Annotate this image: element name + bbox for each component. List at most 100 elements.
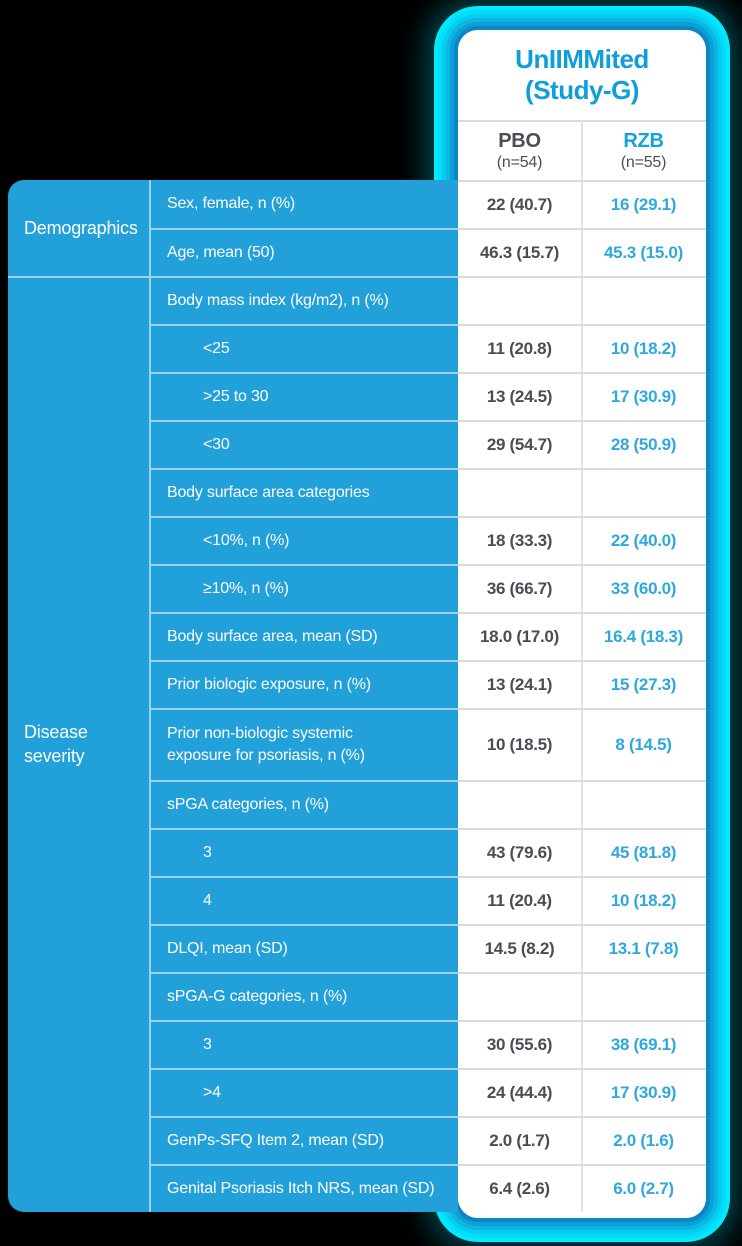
table-row: 36 (66.7) 33 (60.0) (458, 564, 706, 612)
rzb-value-cell: 2.0 (1.6) (613, 1131, 674, 1150)
table-row: 13 (24.5) 17 (30.9) (458, 372, 706, 420)
group-label-demographics: Demographics (24, 218, 138, 238)
row-label: sPGA-G categories, n (%) (151, 972, 458, 1020)
row-label: 4 (151, 876, 458, 924)
rzb-value-cell: 38 (69.1) (610, 1035, 677, 1054)
column-header-rzb: RZB (n=55) (581, 122, 706, 180)
row-label-panel: Demographics Disease severity Sex, femal… (8, 180, 458, 1212)
pbo-value-cell (458, 782, 581, 828)
row-label: >25 to 30 (151, 372, 458, 420)
pbo-value-cell (458, 974, 581, 1020)
table-row: 18.0 (17.0) 16.4 (18.3) (458, 612, 706, 660)
rzb-value-cell: 33 (60.0) (610, 579, 677, 598)
row-label: >4 (151, 1068, 458, 1116)
rzb-value-cell: 8 (14.5) (615, 735, 672, 754)
rzb-value-cell: 10 (18.2) (610, 891, 677, 910)
row-label: DLQI, mean (SD) (151, 924, 458, 972)
pbo-value-cell: 30 (55.6) (486, 1035, 553, 1054)
rzb-value-cell (581, 470, 706, 516)
table-row: 2.0 (1.7) 2.0 (1.6) (458, 1116, 706, 1164)
pbo-value-cell: 13 (24.5) (486, 387, 553, 406)
study-title-line2: (Study-G) (525, 75, 639, 105)
study-title: UnIIMMited (Study-G) (458, 30, 706, 120)
pbo-value-cell (458, 470, 581, 516)
table-row: 6.4 (2.6) 6.0 (2.7) (458, 1164, 706, 1212)
column-header-pbo: PBO (n=54) (458, 122, 581, 180)
rzb-value-cell (581, 278, 706, 324)
rzb-value-cell: 10 (18.2) (610, 339, 677, 358)
pbo-value-cell: 11 (20.4) (487, 891, 552, 910)
rzb-value-cell: 45 (81.8) (610, 843, 677, 862)
table-row: 46.3 (15.7) 45.3 (15.0) (458, 228, 706, 276)
pbo-value-cell: 18.0 (17.0) (480, 627, 559, 646)
rzb-value-cell: 15 (27.3) (610, 675, 677, 694)
pbo-value-cell: 43 (79.6) (486, 843, 553, 862)
table-row: 24 (44.4) 17 (30.9) (458, 1068, 706, 1116)
row-label: ≥10%, n (%) (151, 564, 458, 612)
row-label: <30 (151, 420, 458, 468)
pbo-value-cell: 22 (40.7) (486, 195, 553, 214)
study-title-line1: UnIIMMited (515, 44, 649, 74)
row-label: Body surface area categories (151, 468, 458, 516)
group-column-divider (149, 180, 151, 1212)
table-row (458, 780, 706, 828)
pbo-value-cell (458, 278, 581, 324)
rzb-value-cell: 6.0 (2.7) (613, 1179, 674, 1198)
row-label: sPGA categories, n (%) (151, 780, 458, 828)
pbo-value-cell: 10 (18.5) (486, 735, 553, 754)
table-row: 14.5 (8.2) 13.1 (7.8) (458, 924, 706, 972)
rzb-value-cell (581, 782, 706, 828)
pbo-value-cell: 36 (66.7) (486, 579, 553, 598)
rzb-value-cell: 17 (30.9) (610, 387, 677, 406)
pbo-n: (n=54) (496, 154, 543, 171)
rzb-label: RZB (623, 130, 664, 152)
rzb-value-cell (581, 974, 706, 1020)
pbo-value-cell: 24 (44.4) (486, 1083, 553, 1102)
row-label: <10%, n (%) (151, 516, 458, 564)
table-row: 18 (33.3) 22 (40.0) (458, 516, 706, 564)
pbo-value-cell: 14.5 (8.2) (484, 939, 555, 958)
table-row: 43 (79.6) 45 (81.8) (458, 828, 706, 876)
row-label: Prior biologic exposure, n (%) (151, 660, 458, 708)
column-divider (581, 120, 583, 1212)
rzb-value-cell: 16.4 (18.3) (604, 627, 683, 646)
study-card-inner: UnIIMMited (Study-G) PBO (n=54) RZB (n=5… (458, 30, 706, 1218)
group-label-disease-severity: Disease severity (24, 722, 88, 766)
pbo-value-cell: 6.4 (2.6) (489, 1179, 550, 1198)
row-label: Genital Psoriasis Itch NRS, mean (SD) (151, 1164, 458, 1212)
row-label: 3 (151, 828, 458, 876)
table-row (458, 468, 706, 516)
table-row: 11 (20.4) 10 (18.2) (458, 876, 706, 924)
row-label: Body surface area, mean (SD) (151, 612, 458, 660)
row-labels: Sex, female, n (%) Age, mean (50) Body m… (151, 180, 458, 1212)
row-label: Age, mean (50) (151, 228, 458, 276)
pbo-value-cell: 13 (24.1) (486, 675, 553, 694)
table-row: 13 (24.1) 15 (27.3) (458, 660, 706, 708)
rzb-value-cell: 45.3 (15.0) (604, 243, 683, 262)
row-label: <25 (151, 324, 458, 372)
table-row: 22 (40.7) 16 (29.1) (458, 180, 706, 228)
pbo-label: PBO (498, 130, 541, 152)
table-row: 11 (20.8) 10 (18.2) (458, 324, 706, 372)
study-card: UnIIMMited (Study-G) PBO (n=54) RZB (n=5… (458, 30, 706, 1218)
pbo-value-cell: 2.0 (1.7) (489, 1131, 550, 1150)
table-row (458, 276, 706, 324)
row-label: Sex, female, n (%) (167, 195, 296, 212)
pbo-value-cell: 11 (20.8) (487, 339, 552, 358)
row-label: GenPs-SFQ Item 2, mean (SD) (151, 1116, 458, 1164)
rzb-value-cell: 28 (50.9) (610, 435, 677, 454)
rzb-value-cell: 13.1 (7.8) (608, 939, 679, 958)
data-rows: 22 (40.7) 16 (29.1) 46.3 (15.7) 45.3 (15.0… (458, 180, 706, 1212)
rzb-value-cell: 17 (30.9) (610, 1083, 677, 1102)
group-separator-line (8, 276, 149, 278)
rzb-n: (n=55) (620, 154, 667, 171)
table-row: 30 (55.6) 38 (69.1) (458, 1020, 706, 1068)
pbo-value-cell: 18 (33.3) (486, 531, 553, 550)
row-label: Prior non-biologic systemic exposure for… (151, 708, 458, 780)
row-label: Body mass index (kg/m2), n (%) (151, 276, 458, 324)
table-row: 10 (18.5) 8 (14.5) (458, 708, 706, 780)
pbo-value-cell: 46.3 (15.7) (480, 243, 559, 262)
pbo-value-cell: 29 (54.7) (486, 435, 553, 454)
rzb-value-cell: 16 (29.1) (610, 195, 677, 214)
